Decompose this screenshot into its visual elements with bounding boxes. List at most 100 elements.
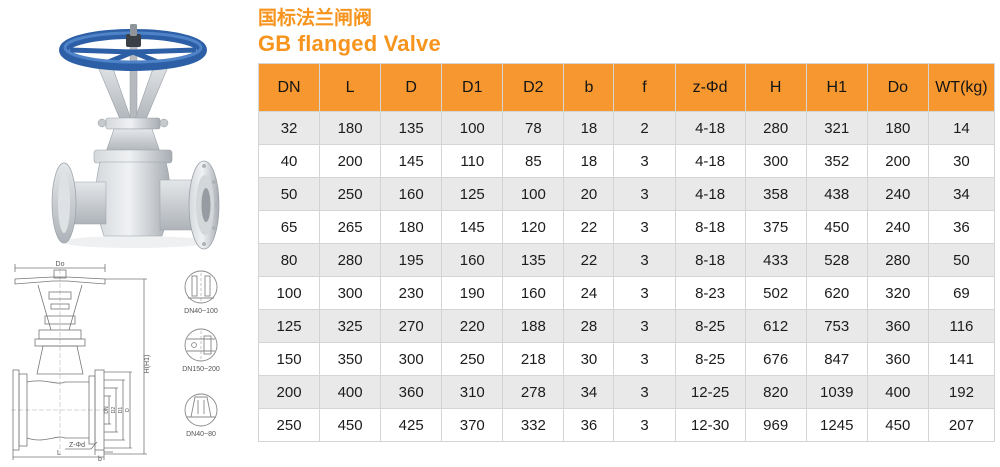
table-cell: 135 [502,243,565,278]
table-row: 50 250 160 125 100 20 3 4-18 358 438 240 34 [257,177,996,212]
table-cell: 250 [441,342,504,377]
table-cell: 100 [502,177,565,212]
table-cell: 265 [319,210,382,245]
right-flange-bore [201,188,211,222]
valve-outline [12,264,147,460]
table-cell: 110 [441,144,504,179]
gland-bolt-left [97,118,107,128]
flange-bolt-holes [202,164,219,246]
table-cell: 310 [441,375,504,410]
table-row: 32 180 135 100 78 18 2 4-18 280 321 180 14 [257,111,996,146]
table-cell: 200 [866,144,929,179]
table-cell: 145 [441,210,504,245]
table-cell: 218 [502,342,565,377]
table-cell: 502 [744,276,807,311]
table-cell: 4-18 [674,177,746,212]
table-cell: 270 [380,309,443,344]
table-cell: 438 [805,177,868,212]
table-cell: 12-25 [674,375,746,410]
table-cell: 3 [613,177,676,212]
dim-label-do: Do [56,261,65,268]
detail-circle-2 [184,328,218,362]
table-cell: 332 [502,408,565,443]
table-cell: 8-25 [674,309,746,344]
table-cell: 80 [257,243,321,278]
title-english: GB flanged Valve [258,30,441,56]
table-cell: 969 [744,408,807,443]
photo-shadow [61,236,209,248]
table-cell: 240 [866,177,929,212]
hub-nut [126,34,141,47]
table-cell: 220 [441,309,504,344]
spec-table-body: 32 180 135 100 78 18 2 4-18 280 321 180 14 40 200 145 1… [257,111,996,443]
table-row: 150 350 300 250 218 30 3 8-25 676 847 360 141 [257,342,996,377]
header-row: DN L D D1 D2 b f z-Φd H H1 Do WT(kg) [257,63,996,113]
table-cell: 100 [441,111,504,146]
table-cell: 150 [257,342,321,377]
table-cell: 3 [613,408,676,443]
table-cell: 250 [257,408,321,443]
column-header: D2 [502,63,565,113]
table-cell: 120 [502,210,565,245]
table-cell: 85 [502,144,565,179]
gate-valve-photo-illustration [51,24,220,250]
table-cell: 160 [380,177,443,212]
table-cell: 325 [319,309,382,344]
table-row: 100 300 230 190 160 24 3 8-23 502 620 320 69 [257,276,996,311]
dim-label-d2: D2 [111,407,117,414]
gland-plate [105,117,161,130]
table-cell: 300 [380,342,443,377]
table-cell: 360 [866,342,929,377]
detail-circle-1 [184,270,218,304]
table-cell: 433 [744,243,807,278]
table-cell: 8-18 [674,210,746,245]
table-cell: 360 [866,309,929,344]
valve-photo [30,10,240,250]
table-cell: 125 [257,309,321,344]
detail-label-1: DN40~100 [184,308,218,315]
table-cell: 4-18 [674,144,746,179]
table-cell: 450 [866,408,929,443]
table-cell: 352 [805,144,868,179]
spec-table: DN L D D1 D2 b f z-Φd H H1 Do WT(kg) 32 180 135 100 78 1… [257,63,996,443]
table-cell: 125 [441,177,504,212]
table-cell: 3 [613,144,676,179]
table-cell: 528 [805,243,868,278]
dim-label-l: L [57,450,61,457]
valve-body [95,161,171,237]
table-cell: 820 [744,375,807,410]
table-cell: 321 [805,111,868,146]
table-cell: 22 [563,243,615,278]
dim-label-b: b [98,456,102,462]
bonnet-flange [93,149,173,164]
column-header: D1 [441,63,504,113]
dim-label-zphid: Z-Φd [69,442,85,449]
table-cell: 18 [563,144,615,179]
table-cell: 180 [380,210,443,245]
table-cell: 370 [441,408,504,443]
table-cell: 30 [927,144,996,179]
table-cell: 8-18 [674,243,746,278]
table-cell: 280 [319,243,382,278]
table-cell: 34 [927,177,996,212]
detail-label-2: DN150~200 [182,366,220,373]
table-cell: 65 [257,210,321,245]
table-cell: 69 [927,276,996,311]
table-cell: 612 [744,309,807,344]
column-header: L [319,63,382,113]
table-cell: 145 [380,144,443,179]
table-cell: 36 [927,210,996,245]
column-header: f [613,63,676,113]
gland-bolt-right [159,118,169,128]
table-cell: 20 [563,177,615,212]
table-cell: 375 [744,210,807,245]
table-cell: 100 [257,276,321,311]
table-cell: 3 [613,309,676,344]
table-row: 125 325 270 220 188 28 3 8-25 612 753 360 116 [257,309,996,344]
column-header: z-Φd [674,63,746,113]
table-cell: 400 [319,375,382,410]
left-flange-face [58,173,70,233]
table-cell: 847 [805,342,868,377]
table-cell: 425 [380,408,443,443]
table-cell: 280 [866,243,929,278]
